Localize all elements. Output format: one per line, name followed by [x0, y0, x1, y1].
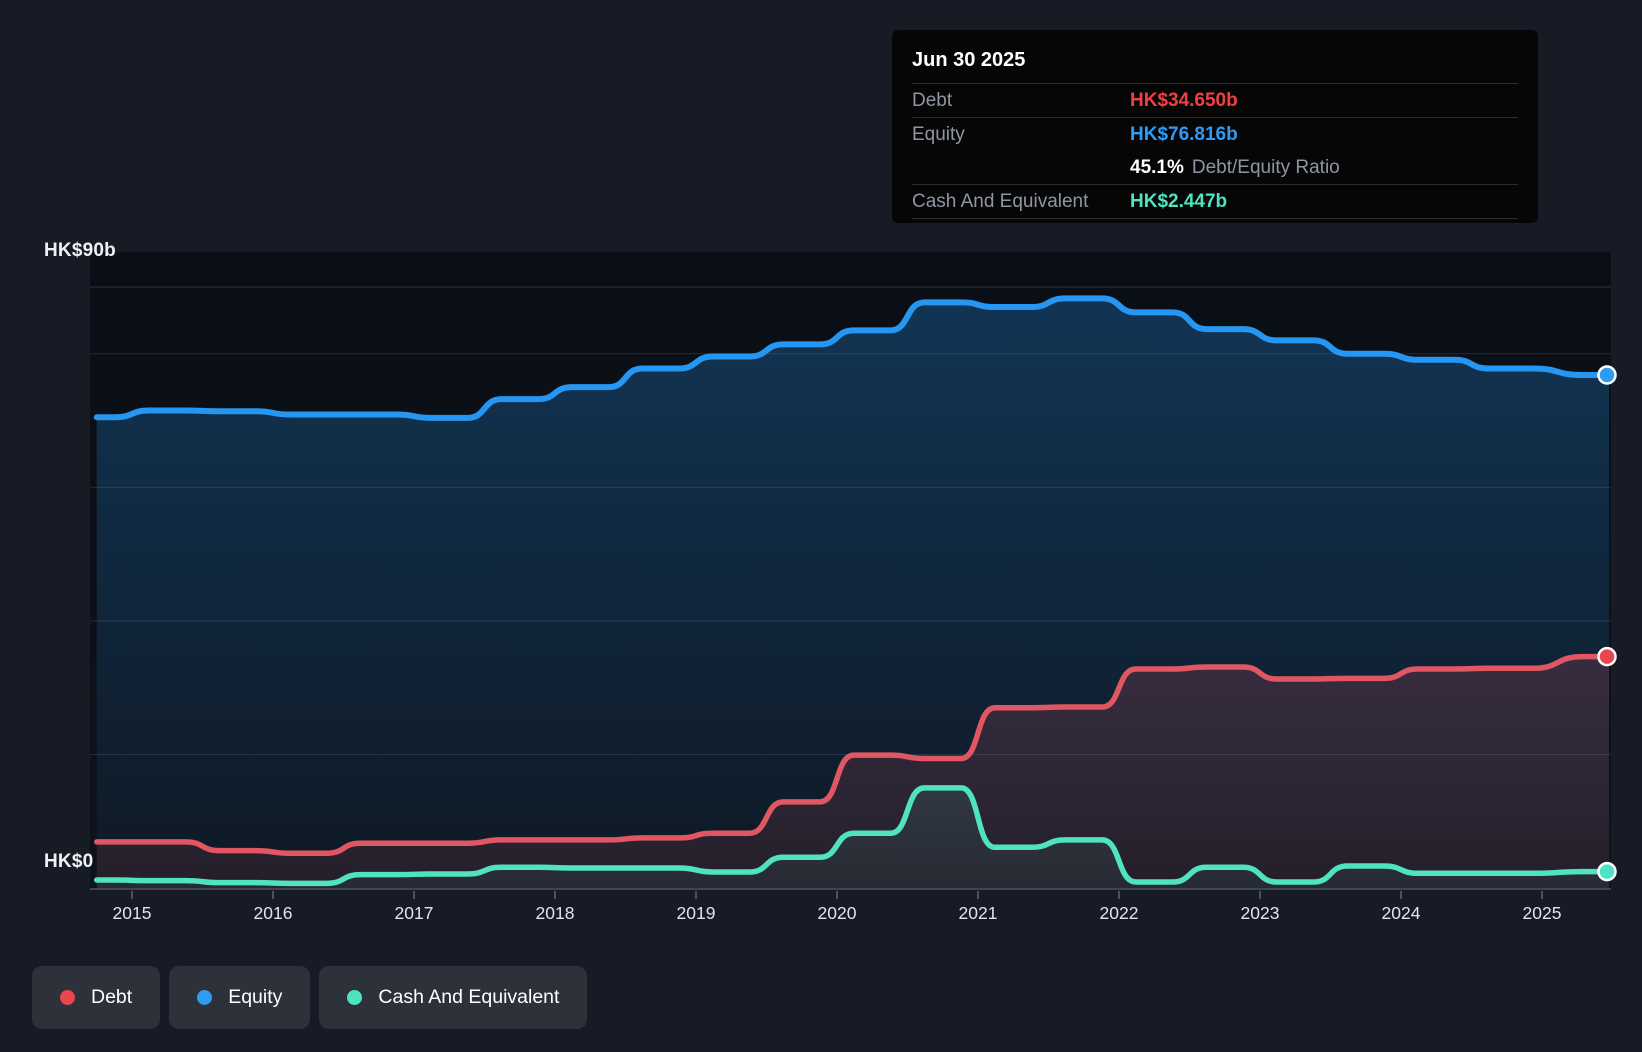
x-axis-label: 2023: [1240, 903, 1280, 923]
x-axis-label: 2018: [535, 903, 575, 923]
tooltip-ratio-label: Debt/Equity Ratio: [1191, 156, 1340, 178]
tooltip-cash-value: HK$2.447b: [1130, 190, 1228, 212]
y-axis-label-zero: HK$0: [44, 851, 94, 872]
legend-cash-label: Cash And Equivalent: [378, 986, 560, 1008]
y-axis-label-max: HK$90b: [44, 240, 116, 261]
x-axis-label: 2021: [958, 903, 998, 923]
tooltip-row-debt: Debt HK$34.650b: [912, 83, 1518, 117]
tooltip-row-ratio: 45.1% Debt/Equity Ratio: [912, 151, 1518, 184]
endpoint-dot-debt: [1597, 646, 1617, 667]
endpoint-dot-equity: [1597, 365, 1617, 385]
x-axis-label: 2025: [1522, 903, 1562, 923]
x-axis-label: 2020: [817, 903, 857, 923]
x-axis-label: 2016: [253, 903, 293, 923]
chart-legend: Debt Equity Cash And Equivalent: [32, 966, 588, 1029]
x-axis-label: 2022: [1099, 903, 1139, 923]
tooltip-cash-label: Cash And Equivalent: [912, 190, 1089, 212]
legend-equity-label: Equity: [228, 986, 283, 1008]
legend-item-cash[interactable]: Cash And Equivalent: [319, 966, 588, 1029]
legend-item-debt[interactable]: Debt: [32, 966, 161, 1029]
tooltip-debt-label: Debt: [912, 89, 953, 111]
endpoint-dot-cash-and-equivalent: [1597, 861, 1617, 882]
tooltip-ratio-value: 45.1%: [1130, 156, 1184, 178]
chart-area-debt: [96, 656, 1609, 888]
cash-dot-icon: [347, 990, 363, 1005]
x-axis-label: 2015: [112, 903, 152, 923]
debt-dot-icon: [60, 990, 75, 1005]
chart-line-cash-and-equivalent: [94, 785, 1611, 887]
tooltip-debt-value: HK$34.650b: [1130, 89, 1238, 111]
tooltip-row-cash: Cash And Equivalent HK$2.447b: [912, 184, 1518, 219]
x-axis-label: 2017: [394, 903, 434, 923]
x-axis-label: 2019: [676, 903, 716, 923]
tooltip-equity-label: Equity: [912, 123, 965, 145]
chart-area-cash-and-equivalent: [96, 787, 1609, 888]
chart-line-debt: [94, 653, 1611, 857]
legend-item-equity[interactable]: Equity: [169, 966, 311, 1029]
tooltip-row-equity: Equity HK$76.816b: [912, 117, 1518, 151]
tooltip-equity-value: HK$76.816b: [1130, 123, 1238, 145]
tooltip-date: Jun 30 2025: [912, 49, 1026, 71]
legend-debt-label: Debt: [91, 986, 133, 1008]
chart-line-equity: [93, 295, 1611, 421]
x-axis-label: 2024: [1381, 903, 1421, 923]
chart-tooltip: Jun 30 2025 Debt HK$34.650b Equity HK$76…: [892, 30, 1538, 223]
equity-dot-icon: [197, 990, 213, 1005]
